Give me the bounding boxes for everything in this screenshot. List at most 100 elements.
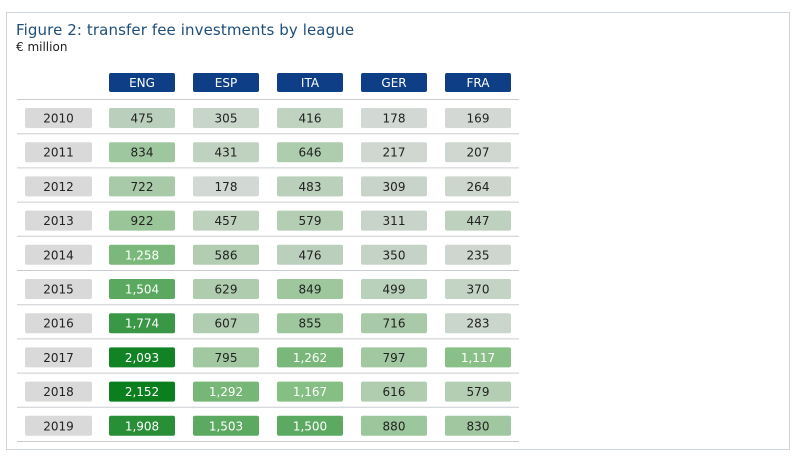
cell-value-label: 217	[383, 146, 406, 160]
heatmap-cell	[109, 108, 175, 128]
heatmap-cell	[277, 142, 343, 163]
heatmap-cell	[277, 244, 343, 265]
cell-value-label: 1,262	[293, 351, 327, 365]
cell-value-label: 579	[467, 385, 490, 399]
column-header-label: ITA	[301, 76, 320, 90]
row-label-text: 2015	[43, 283, 74, 297]
heatmap-cell	[361, 142, 427, 163]
cell-value-label: 880	[383, 419, 406, 433]
column-header-esp	[193, 73, 259, 92]
heatmap-cell	[445, 313, 511, 334]
cell-value-label: 795	[215, 351, 238, 365]
cell-value-label: 1,258	[125, 248, 159, 262]
cell-value-label: 1,504	[125, 283, 159, 297]
cell-value-label: 178	[383, 112, 406, 126]
heatmap-cell	[361, 176, 427, 197]
heatmap-cell	[277, 381, 343, 402]
cell-value-label: 716	[383, 317, 406, 331]
heatmap-cell	[109, 244, 175, 265]
row-label-text: 2016	[43, 317, 74, 331]
row-label-text: 2014	[43, 248, 74, 262]
cell-value-label: 499	[383, 283, 406, 297]
heatmap-cell	[445, 415, 511, 436]
heatmap-cell	[361, 279, 427, 299]
cell-value-label: 311	[383, 214, 406, 228]
column-header-fra	[445, 73, 511, 92]
chart-subtitle: € million	[16, 40, 68, 54]
cell-value-label: 797	[383, 351, 406, 365]
column-header-ita	[277, 73, 343, 92]
cell-value-label: 370	[467, 283, 490, 297]
heatmap-cell	[109, 279, 175, 299]
row-label-text: 2018	[43, 385, 74, 399]
cell-value-label: 922	[131, 214, 154, 228]
heatmap-cell	[277, 279, 343, 299]
column-header-label: ESP	[215, 76, 237, 90]
cell-value-label: 830	[467, 419, 490, 433]
cell-value-label: 586	[215, 248, 238, 262]
cell-value-label: 722	[131, 180, 154, 194]
row-label-2016	[25, 313, 92, 334]
heatmap-cell	[193, 279, 259, 299]
heatmap-cell	[109, 415, 175, 436]
heatmap-cell	[277, 313, 343, 334]
column-header-ger	[361, 73, 427, 92]
heatmap-cell	[277, 415, 343, 436]
heatmap-cell	[445, 381, 511, 402]
heatmap-cell	[445, 244, 511, 265]
heatmap-cell	[445, 210, 511, 231]
cell-value-label: 305	[215, 112, 238, 126]
cell-value-label: 629	[215, 283, 238, 297]
heatmap-cell	[109, 176, 175, 197]
cell-value-label: 834	[131, 146, 154, 160]
heatmap-cell	[193, 313, 259, 334]
heatmap-cell	[109, 313, 175, 334]
heatmap-cell	[445, 108, 511, 128]
heatmap-cell	[277, 108, 343, 128]
heatmap-cell	[445, 176, 511, 197]
cell-value-label: 475	[131, 112, 154, 126]
heatmap-cell	[361, 244, 427, 265]
heatmap-cell	[445, 279, 511, 299]
cell-value-label: 579	[299, 214, 322, 228]
row-label-2017	[25, 347, 92, 368]
cell-value-label: 1,503	[209, 419, 243, 433]
heatmap-cell	[193, 210, 259, 231]
cell-value-label: 309	[383, 180, 406, 194]
heatmap-cell	[193, 176, 259, 197]
row-label-2018	[25, 381, 92, 402]
heatmap-cell	[193, 347, 259, 368]
cell-value-label: 1,500	[293, 419, 327, 433]
heatmap-cell	[193, 381, 259, 402]
cell-value-label: 855	[299, 317, 322, 331]
cell-value-label: 1,774	[125, 317, 159, 331]
column-header-label: FRA	[467, 76, 491, 90]
column-header-label: ENG	[129, 76, 155, 90]
row-label-2010	[25, 108, 92, 128]
cell-value-label: 207	[467, 146, 490, 160]
heatmap-cell	[361, 347, 427, 368]
row-label-text: 2017	[43, 351, 74, 365]
heatmap-cell	[361, 313, 427, 334]
cell-value-label: 283	[467, 317, 490, 331]
column-header-label: GER	[381, 76, 406, 90]
heatmap-cell	[109, 381, 175, 402]
row-label-2011	[25, 142, 92, 163]
row-label-2015	[25, 279, 92, 299]
cell-value-label: 416	[299, 112, 322, 126]
cell-value-label: 616	[383, 385, 406, 399]
row-label-text: 2011	[43, 146, 74, 160]
row-label-2019	[25, 415, 92, 436]
heatmap-cell	[193, 142, 259, 163]
heatmap-cell	[445, 142, 511, 163]
row-label-2012	[25, 176, 92, 197]
cell-value-label: 457	[215, 214, 238, 228]
cell-value-label: 431	[215, 146, 238, 160]
cell-value-label: 1,292	[209, 385, 243, 399]
heatmap-cell	[109, 347, 175, 368]
cell-value-label: 2,093	[125, 351, 159, 365]
cell-value-label: 483	[299, 180, 322, 194]
row-label-text: 2012	[43, 180, 74, 194]
heatmap-cell	[361, 108, 427, 128]
